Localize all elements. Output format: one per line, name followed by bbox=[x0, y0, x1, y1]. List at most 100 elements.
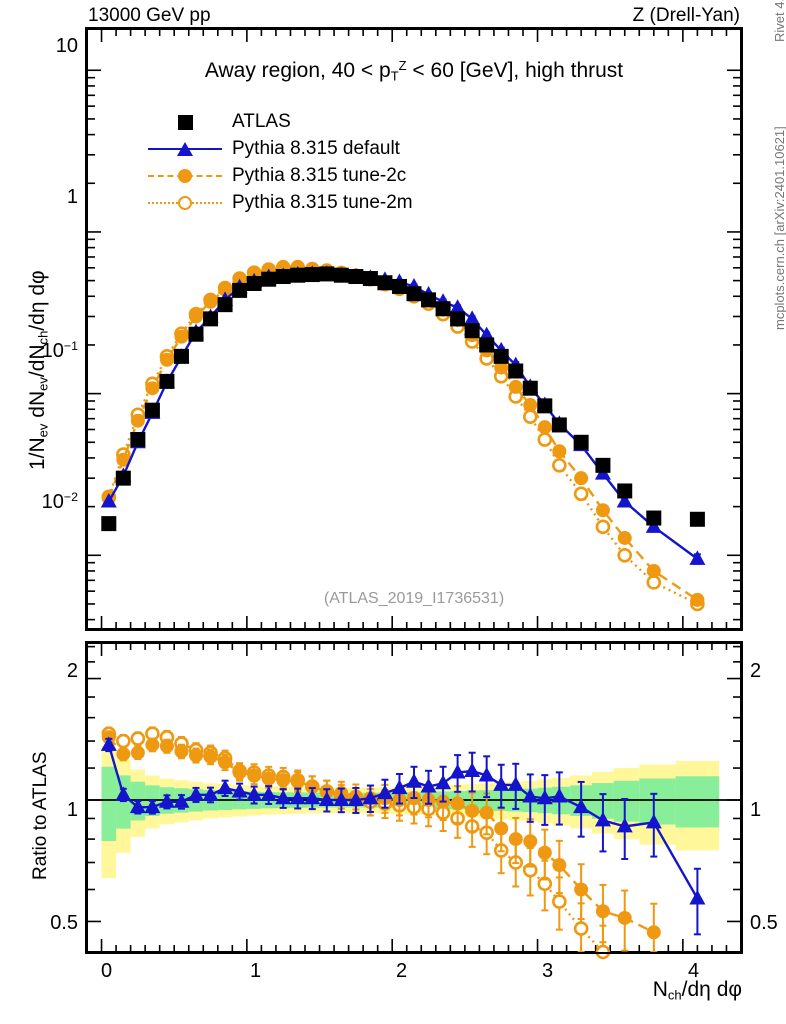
main-atlas-marker bbox=[275, 269, 291, 285]
ratio-default-marker bbox=[406, 773, 422, 788]
ratio-default-marker bbox=[493, 776, 510, 791]
x-axis-label: Nch/dη dφ bbox=[652, 978, 742, 1003]
ratio-tune2c-marker bbox=[465, 803, 480, 818]
ratio-default-marker bbox=[275, 789, 292, 805]
xtick-3: 3 bbox=[542, 960, 554, 982]
ratio-default-marker bbox=[100, 736, 117, 751]
legend-item-atlas[interactable]: ATLAS bbox=[148, 108, 413, 135]
ratio-uncertainty-band-inner bbox=[613, 780, 640, 822]
main-tune2c-marker bbox=[646, 563, 661, 578]
main-ytick-1: 1 bbox=[66, 186, 78, 208]
main-atlas-marker bbox=[464, 323, 480, 339]
main-atlas-marker bbox=[537, 398, 553, 414]
main-tune2c-marker bbox=[494, 360, 509, 375]
main-default-marker bbox=[645, 518, 662, 533]
legend-label-tune2m: Pythia 8.315 tune-2m bbox=[232, 191, 413, 213]
ratio-tune2c-marker bbox=[203, 749, 218, 764]
ratio-default-marker bbox=[420, 778, 437, 793]
main-atlas-marker bbox=[689, 511, 705, 527]
ratio-default-marker bbox=[376, 784, 393, 800]
main-atlas-marker bbox=[421, 292, 437, 308]
ratio-default-marker bbox=[246, 786, 263, 801]
ratio-default-marker bbox=[689, 889, 706, 905]
ratio-tune2c-marker bbox=[174, 744, 189, 759]
ratio-uncertainty-band-inner bbox=[639, 778, 676, 825]
ratio-tune2c-marker bbox=[617, 910, 632, 925]
ratio-default-marker bbox=[115, 786, 132, 801]
ratio-default-marker bbox=[645, 813, 662, 829]
ratio-default-marker bbox=[478, 767, 495, 782]
main-tune2m-marker bbox=[646, 575, 662, 590]
ratio-default-marker bbox=[173, 793, 190, 808]
main-tune2c-marker bbox=[145, 381, 160, 396]
xtick-0: 0 bbox=[101, 960, 113, 982]
legend-key-tune2c bbox=[148, 165, 222, 187]
main-tune2c-marker bbox=[203, 294, 218, 309]
main-tune2c-marker bbox=[523, 398, 538, 413]
ratio-tune2c-marker bbox=[450, 796, 465, 811]
ratio-default-marker bbox=[158, 793, 175, 808]
ratio-default-marker bbox=[573, 798, 590, 814]
ratio-tune2c-marker bbox=[218, 755, 233, 770]
ratio-ytick-05-left: 0.5 bbox=[50, 912, 78, 934]
ratio-default-marker bbox=[318, 791, 335, 807]
main-default-marker bbox=[616, 493, 633, 508]
ratio-default-marker bbox=[464, 762, 481, 778]
ratio-ytick-2-left: 2 bbox=[66, 660, 78, 682]
main-atlas-marker bbox=[101, 516, 117, 532]
ratio-default-marker bbox=[129, 798, 146, 814]
main-atlas-marker bbox=[159, 373, 175, 389]
main-ytick-1e-1: 10−1 bbox=[41, 339, 78, 362]
main-tune2c-marker bbox=[189, 309, 203, 324]
ratio-default-marker bbox=[449, 763, 466, 779]
ratio-tune2c-marker bbox=[595, 904, 610, 919]
ratio-default-marker bbox=[551, 788, 568, 803]
ratio-tune2c-marker bbox=[494, 821, 509, 836]
ratio-default-marker bbox=[202, 786, 219, 801]
xtick-4: 4 bbox=[688, 960, 700, 982]
main-default-marker bbox=[464, 310, 481, 325]
ratio-uncertainty-band-inner bbox=[675, 776, 720, 828]
main-atlas-marker bbox=[646, 510, 662, 526]
main-atlas-marker bbox=[115, 470, 131, 486]
main-tune2c-marker bbox=[116, 452, 131, 467]
ratio-tune2m-line bbox=[108, 732, 604, 953]
ratio-tune2c-marker bbox=[479, 805, 494, 820]
ratio-tune2m-marker bbox=[130, 731, 146, 746]
ratio-default-marker bbox=[304, 789, 321, 805]
ratio-tune2c-marker bbox=[232, 765, 247, 780]
ratio-frame-border bbox=[85, 641, 743, 954]
ratio-default-marker bbox=[289, 789, 306, 805]
main-atlas-marker bbox=[173, 348, 189, 364]
main-atlas-marker bbox=[617, 483, 633, 499]
ratio-default-marker bbox=[507, 776, 524, 791]
legend-key-tune2m bbox=[148, 192, 222, 214]
main-tune2c-marker bbox=[690, 592, 705, 607]
ratio-default-marker bbox=[217, 779, 234, 795]
legend-label-default: Pythia 8.315 default bbox=[232, 137, 400, 159]
ratio-default-marker bbox=[188, 786, 204, 801]
ratio-tune2c-marker bbox=[145, 737, 160, 752]
ratio-tune2c-marker bbox=[130, 745, 145, 760]
main-default-marker bbox=[689, 550, 706, 565]
legend-item-tune2c[interactable]: Pythia 8.315 tune-2c bbox=[148, 162, 413, 189]
main-tune2c-marker bbox=[508, 379, 523, 394]
ratio-tune2c-marker bbox=[290, 774, 305, 789]
main-atlas-marker bbox=[319, 266, 335, 282]
ratio-ytick-1-right: 1 bbox=[750, 799, 762, 821]
ratio-default-marker bbox=[616, 817, 633, 833]
ratio-tune2c-marker bbox=[276, 773, 291, 788]
main-atlas-marker bbox=[232, 282, 248, 298]
xtick-2: 2 bbox=[396, 960, 408, 982]
ratio-default-marker bbox=[333, 791, 350, 807]
legend-item-default[interactable]: Pythia 8.315 default bbox=[148, 135, 413, 162]
main-atlas-marker bbox=[377, 275, 393, 291]
main-atlas-marker bbox=[573, 434, 589, 450]
main-tune2c-marker bbox=[159, 352, 174, 367]
ratio-default-marker bbox=[144, 798, 161, 814]
main-atlas-marker bbox=[333, 267, 349, 283]
legend-item-tune2m[interactable]: Pythia 8.315 tune-2m bbox=[148, 189, 413, 216]
ratio-default-marker bbox=[594, 811, 611, 827]
ratio-tune2c-marker bbox=[159, 739, 174, 754]
